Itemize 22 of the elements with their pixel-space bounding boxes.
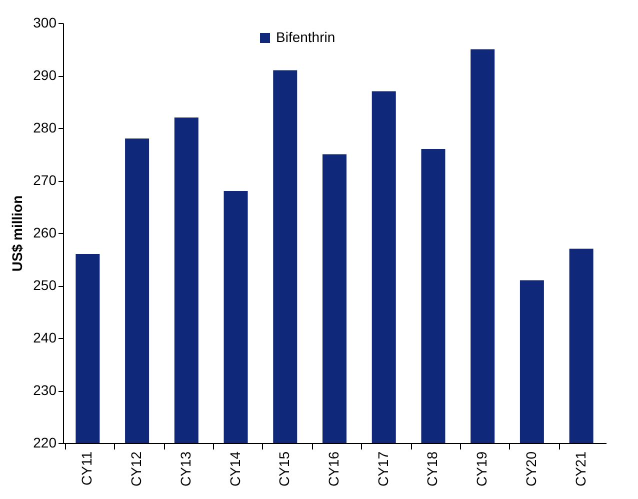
y-tick-label: 290 [33, 67, 57, 83]
y-tick-label: 240 [33, 330, 57, 346]
y-axis-title: US$ million [9, 195, 26, 272]
y-tick-label: 250 [33, 277, 57, 293]
x-tick-label: CY20 [522, 451, 539, 487]
y-tick-label: 280 [33, 120, 57, 136]
y-tick-label: 220 [33, 434, 57, 450]
y-tick-label: 300 [33, 14, 57, 30]
x-tick-label: CY11 [78, 451, 95, 486]
y-tick-label: 230 [33, 382, 57, 398]
x-tick-label: CY16 [326, 451, 342, 487]
x-tick-label: CY15 [276, 451, 292, 487]
x-tick-label: CY21 [572, 451, 588, 487]
x-tick-label: CY18 [424, 451, 440, 487]
y-tick-label: 270 [33, 172, 57, 188]
x-tick-label: CY19 [474, 451, 490, 487]
x-tick-label: CY13 [177, 451, 194, 487]
y-tick-label: 260 [33, 224, 57, 240]
x-tick-label: CY12 [128, 451, 144, 487]
x-tick-label: CY17 [374, 451, 391, 487]
legend-label: Bifenthrin [276, 29, 336, 45]
x-tick-label: CY14 [226, 451, 243, 487]
